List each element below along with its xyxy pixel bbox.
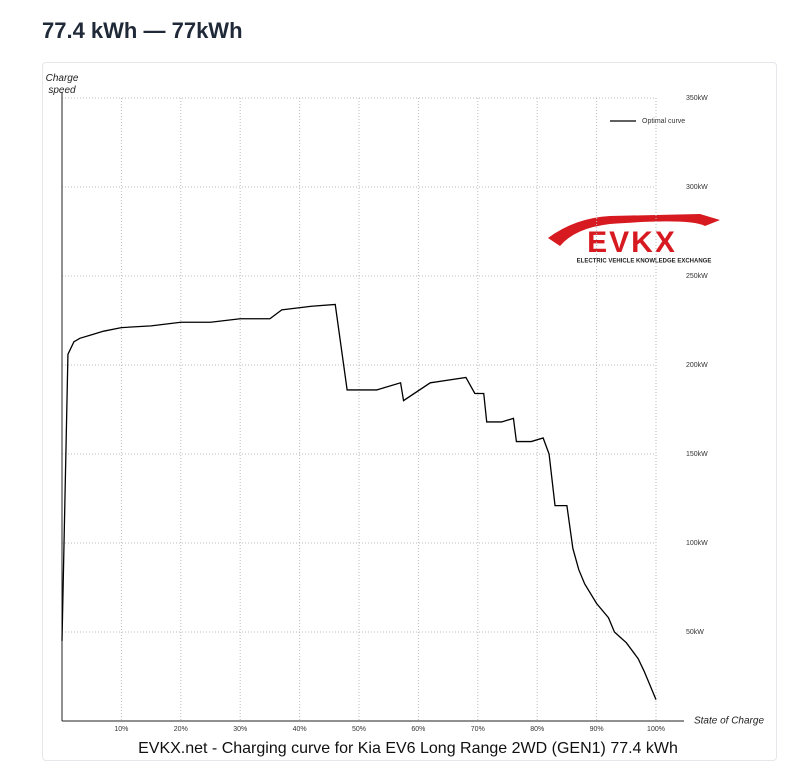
logo-swoosh (548, 214, 720, 246)
chart-caption: EVKX.net - Charging curve for Kia EV6 Lo… (138, 740, 678, 757)
x-tick-label: 60% (411, 726, 425, 733)
x-tick-label: 10% (114, 726, 128, 733)
y-tick-label: 100kW (686, 540, 708, 547)
x-tick-label: 30% (233, 726, 247, 733)
x-tick-label: 70% (471, 726, 485, 733)
logo-tagline: ELECTRIC VEHICLE KNOWLEDGE EXCHANGE (577, 259, 712, 265)
curve (61, 303, 657, 700)
y-tick-label: 300kW (686, 184, 708, 191)
legend-label: Optimal curve (642, 118, 685, 125)
y-tick-label: 200kW (686, 362, 708, 369)
x-tick-label: 80% (530, 726, 544, 733)
x-tick-label: 100% (647, 726, 665, 733)
page-heading: 77.4 kWh — 77kWh (42, 18, 243, 43)
x-tick-label: 40% (293, 726, 307, 733)
y-tick-label: 250kW (686, 273, 708, 280)
y-tick-label: 50kW (686, 629, 704, 636)
y-axis-label: Charge speed (45, 73, 79, 96)
logo: EVKX ELECTRIC VEHICLE KNOWLEDGE EXCHANGE (548, 214, 720, 265)
x-tick-label: 90% (590, 726, 604, 733)
x-tick-label: 20% (174, 726, 188, 733)
y-tick-label: 150kW (686, 451, 708, 458)
x-axis-label: State of Charge (694, 716, 764, 727)
chart-panel (42, 62, 777, 761)
x-tick-label: 50% (352, 726, 366, 733)
y-tick-label: 350kW (686, 95, 708, 102)
logo-name: EVKX (587, 226, 677, 259)
